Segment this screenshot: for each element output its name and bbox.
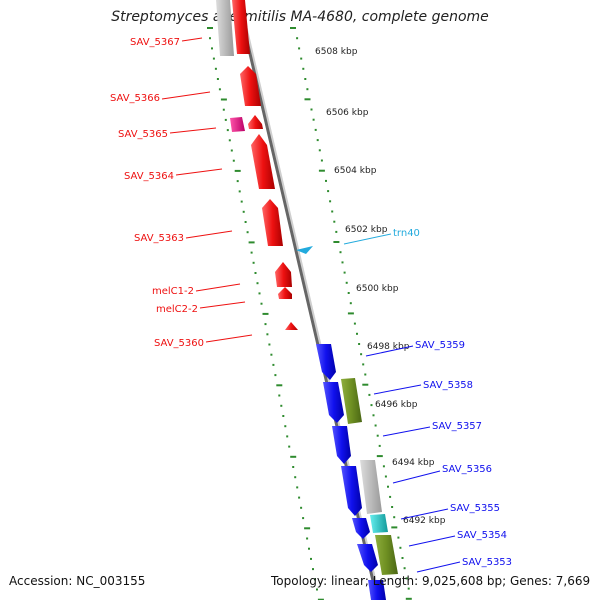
- gene-label-sav5354[interactable]: SAV_5354: [457, 530, 507, 541]
- gene-label-sav5357[interactable]: SAV_5357: [432, 421, 482, 432]
- gene-label-trn40[interactable]: trn40: [393, 228, 420, 239]
- gene-sav5357-feature: [332, 426, 351, 464]
- gene-label-sav5363[interactable]: SAV_5363: [134, 233, 184, 244]
- leader-lines-left: [161, 37, 253, 343]
- gene-label-melc2-2[interactable]: melC2-2: [156, 304, 198, 315]
- gene-sav5356-gray-feature: [360, 460, 382, 514]
- gene-sav5365b-feature: [248, 115, 263, 129]
- gene-sav5367-feature: [232, 0, 250, 54]
- gene-sav5354-olive-feature: [375, 535, 398, 575]
- gene-sav5364-feature: [251, 134, 275, 189]
- ruler-label-6506: 6506 kbp: [326, 108, 369, 118]
- gene-features-left: [216, 0, 298, 330]
- gene-labels-right: trn40 SAV_5359 SAV_5358 SAV_5357 SAV_535…: [393, 228, 512, 568]
- gene-sav5363-feature: [262, 199, 283, 246]
- gene-label-melc1-2[interactable]: melC1-2: [152, 286, 194, 297]
- topology-text: Topology: linear; Length: 9,025,608 bp; …: [271, 574, 591, 588]
- gene-label-sav5364[interactable]: SAV_5364: [124, 171, 174, 182]
- ruler-label-6498: 6498 kbp: [367, 342, 410, 352]
- gene-sav5360-feature: [285, 322, 298, 330]
- ruler-label-6500: 6500 kbp: [356, 284, 399, 294]
- ruler-label-6504: 6504 kbp: [334, 166, 377, 176]
- gene-melc2-2-feature: [278, 287, 292, 299]
- leader-lines-right: [343, 233, 461, 573]
- ruler-label-6494: 6494 kbp: [392, 458, 435, 468]
- gene-label-sav5360[interactable]: SAV_5360: [154, 338, 204, 349]
- gene-sav5365-feature: [230, 117, 245, 132]
- gene-label-sav5358[interactable]: SAV_5358: [423, 380, 473, 391]
- ruler-labels: 6508 kbp 6506 kbp 6504 kbp 6502 kbp 6500…: [315, 47, 446, 526]
- gene-label-sav5367[interactable]: SAV_5367: [130, 37, 180, 48]
- genome-title: Streptomyces avermitilis MA-4680, comple…: [111, 9, 489, 25]
- gene-sav5359-feature: [316, 344, 336, 380]
- gene-label-sav5365[interactable]: SAV_5365: [118, 129, 168, 140]
- gene-sav5358-olive-feature: [341, 378, 362, 424]
- gene-melc1-2-feature: [275, 262, 292, 287]
- gene-sav5358-feature: [323, 382, 344, 423]
- ruler-label-6502: 6502 kbp: [345, 225, 388, 235]
- ruler-label-6508: 6508 kbp: [315, 47, 358, 57]
- gene-sav5352-feature: [368, 580, 386, 600]
- gene-label-sav5356[interactable]: SAV_5356: [442, 464, 492, 475]
- gene-sav5353-feature: [357, 544, 378, 572]
- gene-labels-left: SAV_5367 SAV_5366 SAV_5365 SAV_5364 SAV_…: [110, 37, 204, 349]
- gene-label-sav5353[interactable]: SAV_5353: [462, 557, 512, 568]
- gene-sav5356-feature: [341, 466, 362, 516]
- gene-sav5355-feature: [370, 514, 388, 533]
- gene-sav5366-feature: [240, 66, 261, 106]
- right-dotted-track: [290, 27, 412, 600]
- ruler-label-6496: 6496 kbp: [375, 400, 418, 410]
- gene-label-sav5366[interactable]: SAV_5366: [110, 93, 160, 104]
- trn40-feature: [296, 246, 313, 254]
- accession-text: Accession: NC_003155: [9, 574, 146, 588]
- gene-label-sav5359[interactable]: SAV_5359: [415, 340, 465, 351]
- ruler-label-6492: 6492 kbp: [403, 516, 446, 526]
- gene-sav5354-feature: [352, 518, 370, 539]
- gene-features-right: [316, 344, 398, 600]
- gene-sav5367-gray-feature: [216, 0, 234, 56]
- gene-label-sav5355[interactable]: SAV_5355: [450, 503, 500, 514]
